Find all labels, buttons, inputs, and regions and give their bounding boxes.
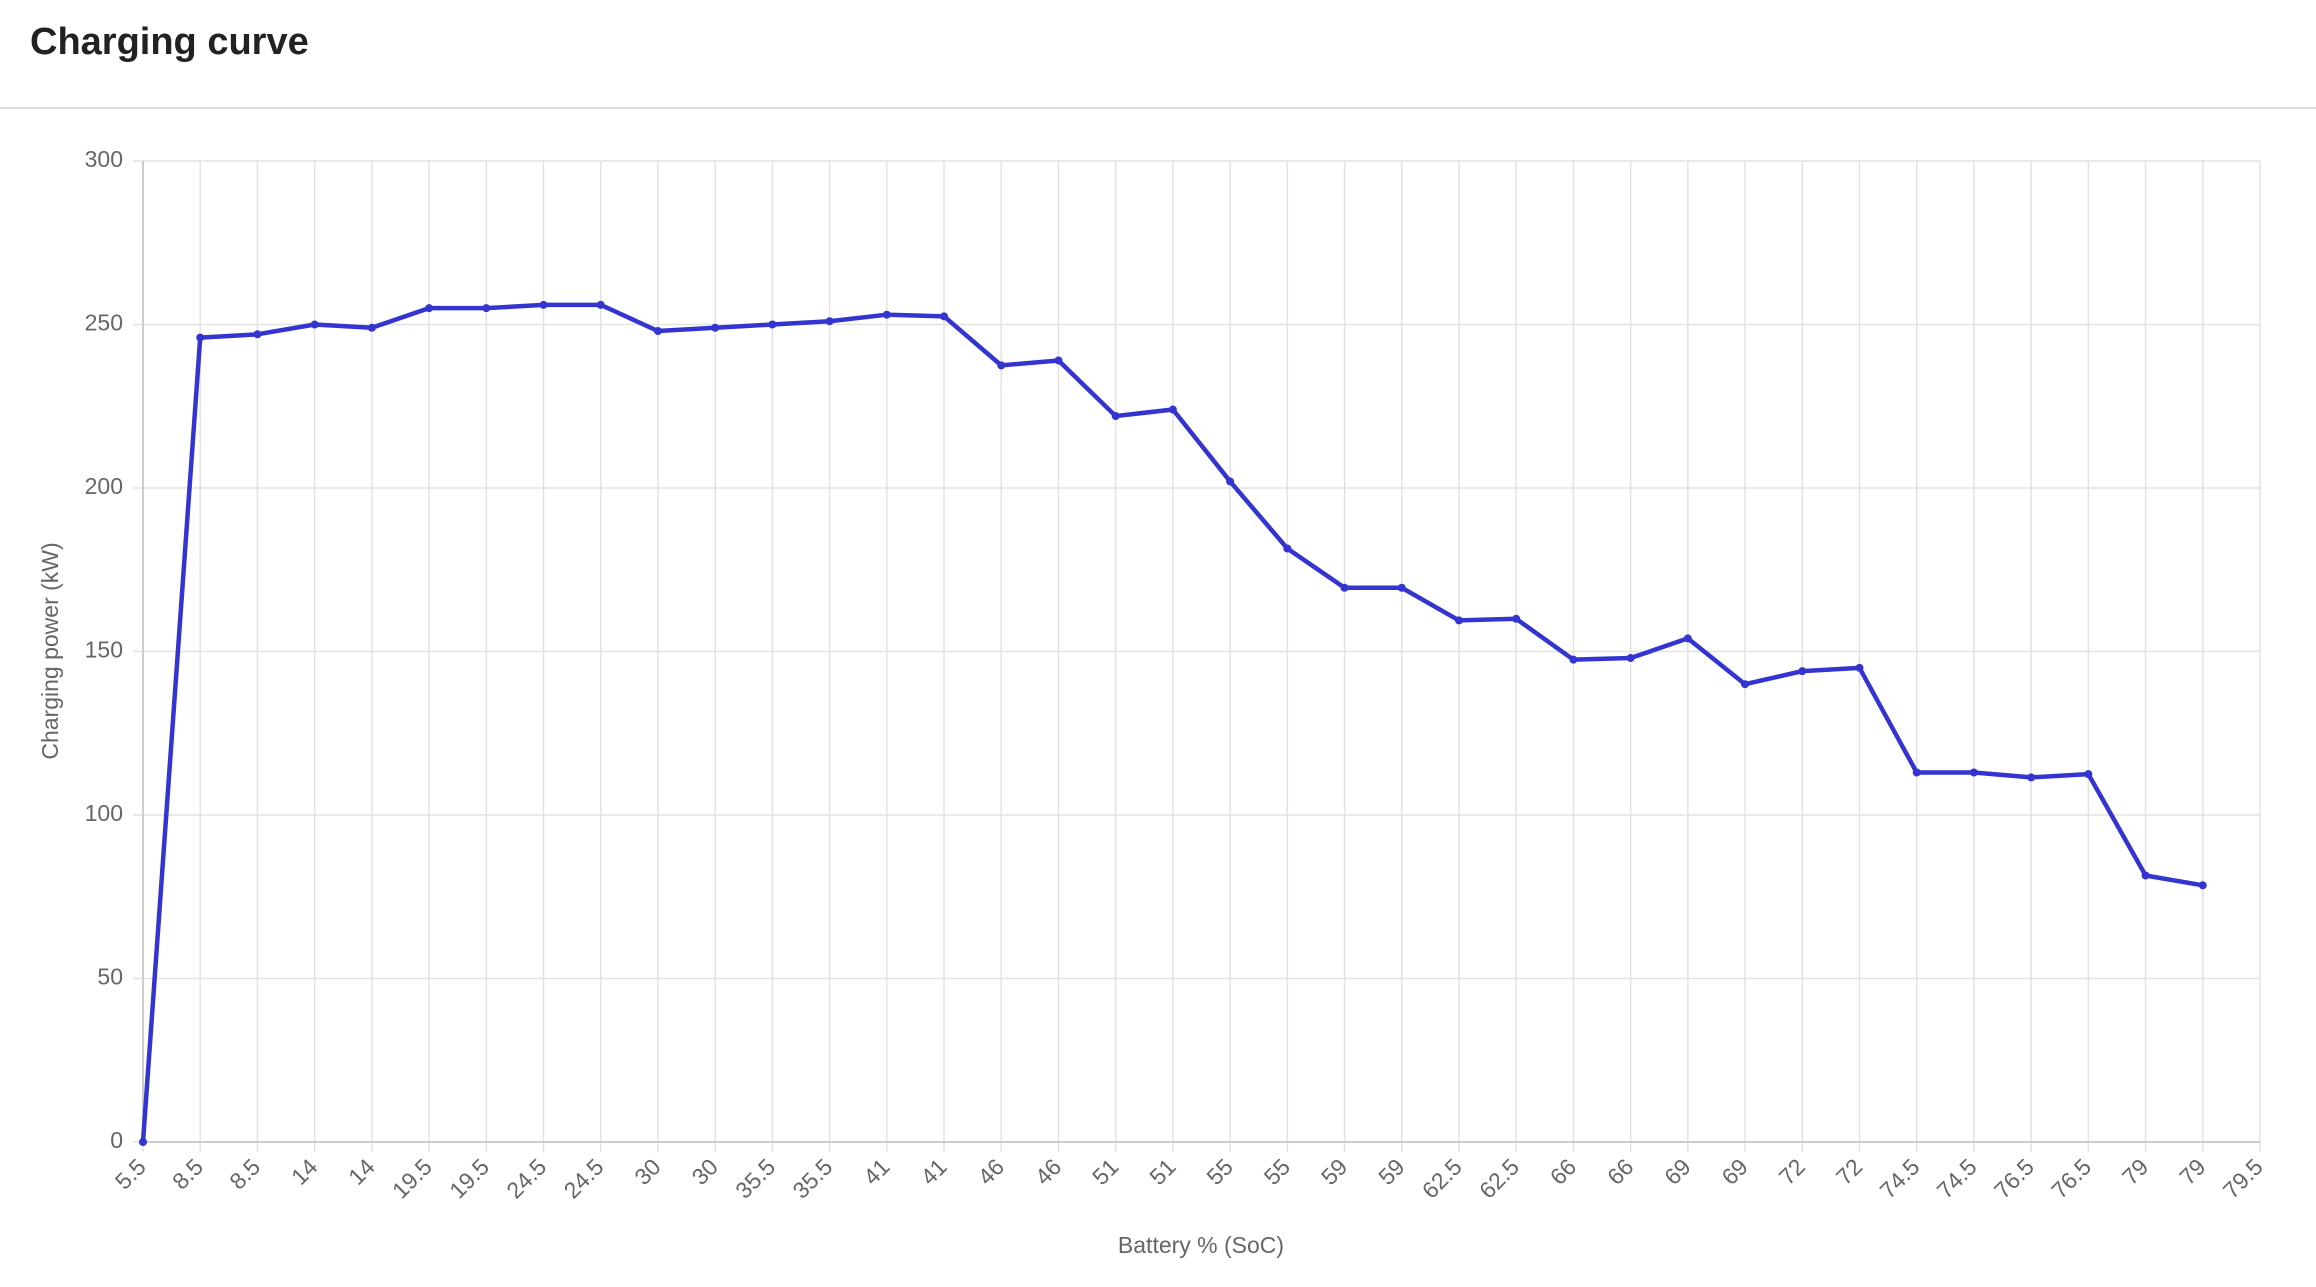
x-tick-label: 79.5 xyxy=(2218,1153,2268,1203)
x-tick-label: 76.5 xyxy=(2046,1153,2096,1203)
data-point xyxy=(1969,768,1978,777)
x-tick-label: 62.5 xyxy=(1474,1153,1524,1203)
data-point xyxy=(768,320,777,329)
data-point xyxy=(1111,412,1120,421)
data-point xyxy=(1168,405,1177,414)
y-tick-label: 150 xyxy=(85,637,123,663)
data-point xyxy=(1683,634,1692,643)
x-tick-label: 19.5 xyxy=(444,1153,494,1203)
data-point xyxy=(653,327,662,336)
x-tick-label: 55 xyxy=(1259,1153,1295,1189)
x-tick-label: 14 xyxy=(286,1153,323,1190)
data-point xyxy=(196,333,205,342)
y-tick-label: 0 xyxy=(110,1127,123,1153)
x-tick-label: 55 xyxy=(1201,1153,1237,1189)
x-tick-label: 66 xyxy=(1545,1153,1581,1189)
data-point xyxy=(310,320,319,329)
data-point xyxy=(2141,871,2150,880)
y-tick-label: 200 xyxy=(85,473,123,499)
x-tick-label: 59 xyxy=(1373,1153,1409,1189)
x-tick-label: 59 xyxy=(1316,1153,1352,1189)
x-tick-label: 79 xyxy=(2174,1153,2210,1189)
y-tick-label: 250 xyxy=(85,310,123,336)
x-tick-label: 35.5 xyxy=(730,1153,780,1203)
data-point xyxy=(139,1138,147,1146)
x-tick-label: 5.5 xyxy=(110,1153,151,1194)
data-point xyxy=(940,312,949,321)
x-tick-label: 30 xyxy=(629,1153,665,1189)
x-tick-label: 35.5 xyxy=(787,1153,837,1203)
data-point xyxy=(539,300,548,309)
data-point xyxy=(2027,773,2036,782)
x-tick-label: 8.5 xyxy=(224,1153,265,1194)
x-tick-label: 41 xyxy=(915,1153,951,1189)
x-tick-label: 72 xyxy=(1774,1153,1810,1189)
data-point xyxy=(1283,544,1292,553)
data-point xyxy=(1798,667,1807,676)
data-point xyxy=(1569,655,1578,664)
data-point xyxy=(1912,768,1921,777)
x-tick-label: 74.5 xyxy=(1874,1153,1924,1203)
data-point xyxy=(1626,654,1635,663)
x-tick-label: 14 xyxy=(343,1153,380,1190)
data-point xyxy=(1054,356,1063,365)
x-tick-label: 72 xyxy=(1831,1153,1867,1189)
y-axis-title: Charging power (kW) xyxy=(37,542,63,759)
x-tick-label: 8.5 xyxy=(167,1153,208,1194)
y-tick-label: 300 xyxy=(85,146,123,172)
x-tick-label: 51 xyxy=(1087,1153,1123,1189)
data-point xyxy=(1226,477,1235,486)
data-point xyxy=(1512,614,1521,623)
data-point xyxy=(1855,663,1864,672)
data-point xyxy=(1397,583,1406,592)
data-point xyxy=(711,323,720,332)
x-tick-label: 79 xyxy=(2117,1153,2153,1189)
x-tick-label: 30 xyxy=(687,1153,723,1189)
x-tick-label: 19.5 xyxy=(387,1153,437,1203)
data-point xyxy=(1454,616,1463,625)
data-point xyxy=(482,304,491,313)
data-point xyxy=(425,304,434,313)
x-tick-label: 51 xyxy=(1144,1153,1180,1189)
x-tick-label: 76.5 xyxy=(1989,1153,2039,1203)
x-tick-label: 69 xyxy=(1659,1153,1695,1189)
data-point xyxy=(367,323,376,332)
chart-title: Charging curve xyxy=(30,21,309,63)
x-tick-label: 62.5 xyxy=(1417,1153,1467,1203)
x-tick-label: 41 xyxy=(858,1153,894,1189)
x-tick-label: 69 xyxy=(1716,1153,1752,1189)
data-point xyxy=(825,317,834,326)
data-point xyxy=(596,300,605,309)
x-tick-label: 46 xyxy=(1030,1153,1066,1189)
x-tick-label: 46 xyxy=(973,1153,1009,1189)
data-point xyxy=(2198,881,2207,890)
data-point xyxy=(1741,680,1750,689)
data-point xyxy=(2084,770,2093,779)
y-tick-label: 100 xyxy=(85,800,123,826)
data-point xyxy=(1340,583,1349,592)
data-point xyxy=(997,361,1006,370)
x-tick-label: 74.5 xyxy=(1932,1153,1982,1203)
data-point xyxy=(253,330,262,339)
x-tick-label: 66 xyxy=(1602,1153,1638,1189)
y-tick-label: 50 xyxy=(97,964,123,990)
data-point xyxy=(882,310,891,319)
x-tick-label: 24.5 xyxy=(559,1153,609,1203)
x-axis-title: Battery % (SoC) xyxy=(1118,1232,1284,1258)
x-tick-label: 24.5 xyxy=(501,1153,551,1203)
